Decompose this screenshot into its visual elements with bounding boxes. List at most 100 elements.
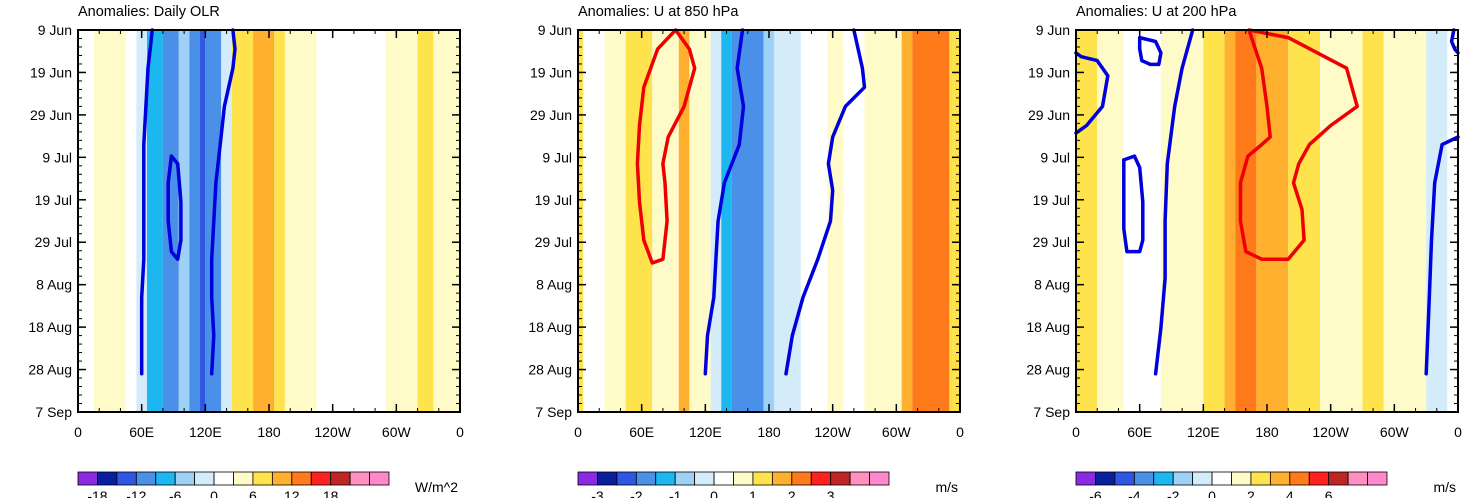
heatmap-band-18: [912, 30, 950, 412]
colorbar-swatch: [1328, 471, 1349, 486]
colorbar-swatch: [155, 471, 176, 486]
heatmap-band-5: [146, 30, 163, 412]
colorbar-tick-label: 0: [210, 488, 218, 498]
heatmap-band-14: [1447, 30, 1458, 412]
colorbar-swatch: [791, 471, 812, 486]
colorbar-swatch: [174, 471, 196, 486]
x-tick-label: 180: [757, 424, 781, 440]
contour-line-1: [1238, 28, 1359, 261]
colorbar-tick-label: -4: [1128, 488, 1141, 498]
x-tick-label: 120W: [814, 424, 851, 440]
colorbar-swatch: [655, 471, 676, 486]
heatmap-band-4: [625, 30, 653, 412]
heatmap-band-11: [221, 30, 232, 412]
colorbar-tick-label: 2: [788, 488, 796, 498]
colorbar-swatch: [597, 471, 618, 486]
heatmap-band-2: [93, 30, 126, 412]
y-tick-label: 9 Jun: [38, 22, 72, 38]
colorbar: -3 -2 -1 0 1 2 3 m/s: [577, 471, 958, 503]
colorbar-swatch: [213, 471, 234, 486]
colorbar-swatch: [135, 471, 157, 486]
colorbar-tick-label: -6: [1089, 488, 1102, 498]
y-tick-label: 18 Aug: [528, 319, 572, 335]
colorbar-swatch: [616, 471, 637, 486]
y-tick-label: 29 Jun: [30, 107, 72, 123]
y-tick-label: 29 Jul: [35, 234, 72, 250]
colorbar: -6 -4 -2 0 2 4 6 m/s: [1075, 471, 1456, 503]
heatmap-band-8: [189, 30, 201, 412]
y-tick-label: 28 Aug: [528, 362, 572, 378]
heatmap-band-7: [1235, 30, 1257, 412]
y-tick-label: 19 Jun: [1028, 64, 1070, 80]
colorbar-swatch: [252, 471, 273, 486]
y-tick-label: 8 Aug: [536, 277, 572, 293]
heatmap-band-8: [1256, 30, 1289, 412]
chart-title: Anomalies: Daily OLR: [78, 4, 220, 20]
heatmap-band-5: [1203, 30, 1225, 412]
heatmap-band-10: [731, 30, 764, 412]
colorbar-swatch: [1250, 471, 1271, 486]
colorbar-swatch: [1133, 471, 1155, 486]
y-tick-label: 29 Jul: [535, 234, 572, 250]
heatmap-band-13: [800, 30, 828, 412]
contour-line-4: [1074, 51, 1110, 135]
panel-3: 0 60E 120E 180 120W 60W 0 9 Jun 19 Jun 29 Jun 9 Ju…: [1026, 4, 1462, 503]
y-tick-label: 9 Jun: [1036, 22, 1070, 38]
colorbar-tick-label: -18: [87, 488, 107, 498]
contour-line-3: [784, 28, 867, 376]
colorbar-swatch: [1192, 471, 1213, 486]
x-tick-label: 60E: [1127, 424, 1152, 440]
heatmap-band-6: [162, 30, 179, 412]
colorbar-swatch: [330, 471, 351, 486]
colorbar-swatch: [1211, 471, 1232, 486]
colorbar-tick-label: 4: [1286, 488, 1294, 498]
colorbar-units: m/s: [1433, 479, 1456, 495]
colorbar-tick-label: 2: [1247, 488, 1255, 498]
x-tick-label: 180: [1255, 424, 1279, 440]
contour-line-2: [703, 28, 746, 376]
y-tick-label: 7 Sep: [35, 404, 72, 420]
colorbar-swatch: [752, 471, 773, 486]
colorbar-swatch: [1231, 471, 1252, 486]
colorbar-swatch: [77, 471, 98, 486]
x-tick-label: 0: [74, 424, 82, 440]
x-tick-label: 120E: [189, 424, 222, 440]
y-tick-label: 29 Jul: [1033, 234, 1070, 250]
y-tick-label: 7 Sep: [1033, 404, 1070, 420]
heatmap-band-12: [1383, 30, 1427, 412]
colorbar-swatch: [810, 471, 832, 486]
heatmap-band-2: [1097, 30, 1124, 412]
x-tick-label: 60W: [882, 424, 912, 440]
colorbar-swatch: [733, 471, 754, 486]
y-tick-label: 19 Jul: [535, 192, 572, 208]
colorbar-swatch: [635, 471, 657, 486]
y-tick-label: 28 Aug: [28, 362, 72, 378]
x-tick-label: 60W: [382, 424, 412, 440]
heatmap-band-4: [1160, 30, 1204, 412]
colorbar-units: W/m^2: [415, 479, 458, 495]
heatmap-band-15: [284, 30, 317, 412]
heatmap-band-9: [200, 30, 206, 412]
colorbar-swatch: [1289, 471, 1310, 486]
heatmap-band-7: [178, 30, 190, 412]
heatmap-band-16: [864, 30, 902, 412]
contour-line-6: [1449, 28, 1460, 55]
colorbar-swatch: [849, 471, 870, 486]
heatmap-band-19: [949, 30, 960, 412]
heatmap-band-12: [231, 30, 254, 412]
colorbar-swatch: [291, 471, 312, 486]
heatmap-band-11: [1362, 30, 1384, 412]
colorbar-swatch: [1367, 471, 1388, 486]
x-tick-label: 0: [456, 424, 464, 440]
x-tick-label: 120W: [1312, 424, 1349, 440]
y-tick-label: 19 Jul: [35, 192, 72, 208]
heatmap-band-1: [578, 30, 584, 412]
chart-title: Anomalies: U at 850 hPa: [578, 4, 739, 20]
y-tick-label: 19 Jun: [530, 64, 572, 80]
x-tick-label: 0: [574, 424, 582, 440]
contour-line-3: [1122, 154, 1145, 254]
x-tick-label: 120E: [689, 424, 722, 440]
heatmap-band-6: [1224, 30, 1236, 412]
x-tick-label: 0: [1454, 424, 1462, 440]
